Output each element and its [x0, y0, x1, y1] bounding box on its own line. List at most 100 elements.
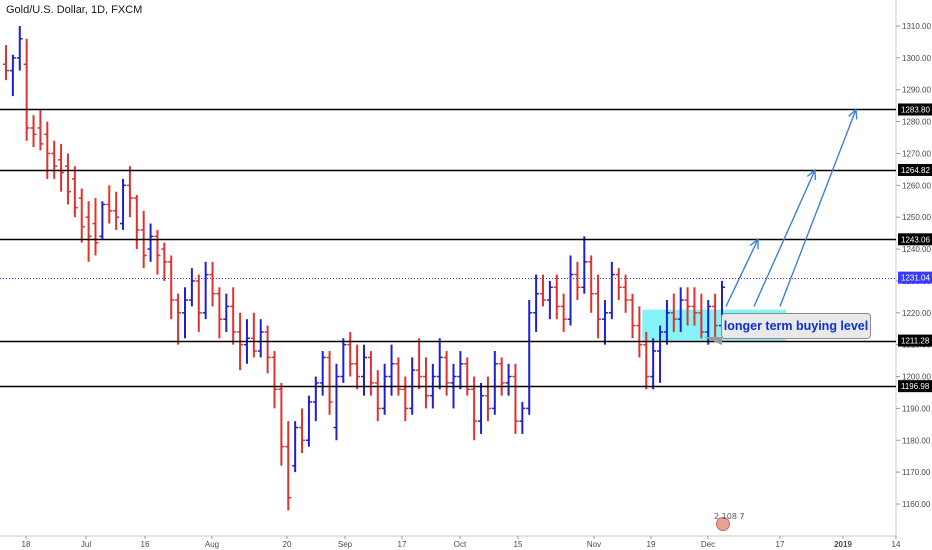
- ohlc-bar: [588, 255, 595, 313]
- ohlc-bar: [402, 376, 409, 422]
- ohlc-bar: [657, 325, 664, 383]
- ohlc-bar: [285, 421, 292, 511]
- ohlc-bar: [347, 331, 354, 377]
- ohlc-bar: [691, 287, 698, 326]
- ohlc-bar: [188, 268, 195, 307]
- ohlc-bar: [58, 143, 65, 192]
- ohlc-bar: [601, 300, 608, 345]
- ohlc-bar: [168, 255, 175, 320]
- ohlc-bar: [374, 370, 381, 422]
- ohlc-bar: [99, 201, 106, 240]
- ohlc-bar: [615, 268, 622, 301]
- ohlc-bar: [574, 261, 581, 301]
- chart-title: Gold/U.S. Dollar, 1D, FXCM: [6, 4, 143, 16]
- projection-arrows: [725, 107, 858, 307]
- x-tick-label: Oct: [454, 540, 467, 549]
- x-tick-label: 18: [22, 540, 31, 549]
- y-tick-label: 1280.00: [902, 118, 931, 127]
- ohlc-bar: [78, 188, 85, 243]
- y-tick-label: 1200.00: [902, 373, 931, 382]
- ohlc-bar: [622, 274, 629, 313]
- ohlc-bar: [85, 201, 92, 262]
- arrow-head: [848, 107, 858, 120]
- x-tick-label: Dec: [701, 540, 715, 549]
- plot-area: [0, 0, 897, 537]
- ohlc-bar: [388, 344, 395, 396]
- ohlc-bar: [395, 357, 402, 396]
- ohlc-bar: [464, 357, 471, 396]
- level-badge[interactable]: [898, 334, 932, 347]
- x-tick-label: 20: [283, 540, 292, 549]
- ohlc-bar: [595, 274, 602, 339]
- projection-arrow: [779, 107, 858, 307]
- ohlc-bar: [540, 274, 546, 307]
- ohlc-bar: [292, 421, 299, 473]
- ohlc-bar: [326, 351, 333, 415]
- ohlc-bar: [305, 395, 312, 447]
- ohlc-bar: [126, 166, 133, 218]
- ohlc-bar: [216, 287, 223, 339]
- ohlc-bar: [491, 351, 498, 415]
- ohlc-bar: [250, 312, 257, 358]
- ohlc-bar: [106, 185, 113, 224]
- current-price-badge-label: 1231.04: [901, 274, 930, 283]
- ohlc-bar: [271, 351, 278, 409]
- x-tick-label: 17: [776, 540, 785, 549]
- ohlc-bar: [436, 338, 443, 390]
- ohlc-bar: [3, 45, 9, 81]
- ohlc-bar: [677, 287, 684, 332]
- arrow-shaft: [725, 239, 759, 307]
- ohlc-bar: [560, 293, 567, 332]
- x-tick-label: 2019: [834, 540, 852, 549]
- level-badge[interactable]: [898, 163, 932, 176]
- arrow-shaft: [753, 169, 816, 307]
- ohlc-bar: [629, 293, 636, 339]
- buying-level-callout[interactable]: longer term buying level: [721, 313, 871, 339]
- level-badge[interactable]: [898, 103, 932, 116]
- ohlc-bar: [478, 382, 485, 434]
- x-tick-label: 14: [892, 540, 901, 549]
- ohlc-bar: [526, 300, 533, 415]
- x-tick-label: Nov: [587, 540, 601, 549]
- level-badge[interactable]: [898, 233, 932, 246]
- ohlc-bar: [154, 229, 161, 275]
- arrow-shaft: [779, 109, 857, 307]
- ohlc-bar: [195, 274, 202, 332]
- time-axis[interactable]: 18 Jul 16 Aug 20 Sep 17 Oct 15 Nov 19 Dec 17 2019 14: [22, 536, 901, 549]
- ohlc-bar: [230, 287, 237, 345]
- ohlc-bar: [113, 191, 120, 230]
- ohlc-bar: [182, 287, 188, 339]
- ohlc-bar: [381, 363, 388, 415]
- ohlc-bar: [147, 223, 154, 262]
- ohlc-bar: [9, 54, 16, 97]
- y-tick-label: 1180.00: [902, 436, 931, 445]
- ohlc-bar: [498, 357, 505, 396]
- ohlc-bar: [23, 38, 30, 141]
- ohlc-bar: [92, 198, 99, 256]
- y-tick-label: 1270.00: [902, 149, 931, 158]
- price-axis[interactable]: 1160.001170.001180.001190.001200.001210.…: [896, 22, 932, 509]
- ohlc-bar: [367, 351, 374, 396]
- ohlc-bar: [64, 153, 71, 205]
- ohlc-bar: [553, 274, 560, 320]
- y-tick-label: 1260.00: [902, 181, 931, 190]
- ohlc-bars: [3, 26, 725, 511]
- ohlc-bar: [299, 408, 306, 454]
- ohlc-bar: [354, 344, 361, 390]
- ohlc-bar: [670, 293, 677, 332]
- level-badge-label: 1283.80: [901, 105, 930, 114]
- ohlc-bar: [712, 293, 719, 339]
- ohlc-bar: [16, 26, 23, 71]
- projection-arrow: [725, 237, 759, 307]
- ohlc-bar: [546, 280, 553, 320]
- horizontal-levels[interactable]: [0, 108, 896, 388]
- ohlc-bar: [278, 382, 285, 466]
- level-badge[interactable]: [898, 380, 932, 393]
- ohlc-bar: [30, 115, 37, 148]
- ohlc-bar: [567, 255, 574, 326]
- x-tick-label: 16: [141, 540, 150, 549]
- current-price-badge[interactable]: [898, 271, 932, 284]
- ohlc-bar: [416, 338, 423, 390]
- ohlc-bar: [650, 338, 657, 390]
